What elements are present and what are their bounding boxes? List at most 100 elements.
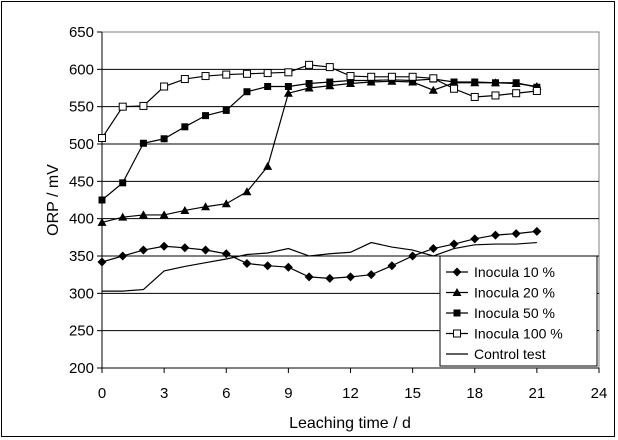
data-point	[263, 69, 272, 78]
data-point	[450, 84, 459, 93]
legend-label: Inocula 20 %	[474, 285, 555, 301]
data-point	[491, 79, 499, 87]
data-point	[325, 63, 334, 72]
data-point	[347, 77, 354, 85]
data-point	[98, 134, 106, 143]
data-point	[180, 75, 189, 84]
data-point	[119, 179, 127, 187]
data-point	[532, 86, 541, 95]
x-tick-label: 9	[284, 385, 292, 402]
data-point	[284, 68, 293, 77]
data-point	[180, 243, 190, 253]
series-line	[101, 64, 537, 139]
x-tick-label: 15	[404, 385, 421, 402]
series-group	[97, 60, 542, 292]
x-tick-label: 12	[342, 385, 359, 402]
data-point	[202, 112, 210, 120]
y-tick-label: 300	[69, 285, 94, 302]
y-tick-label: 600	[69, 61, 94, 78]
data-point	[118, 212, 128, 221]
data-point	[263, 261, 273, 271]
data-point	[159, 241, 169, 251]
x-tick-label: 18	[466, 385, 483, 402]
data-point	[98, 196, 106, 204]
data-point	[222, 106, 230, 114]
legend-marker	[453, 309, 461, 317]
x-tick-label: 0	[98, 385, 106, 402]
y-axis-title: ORP / mV	[45, 164, 62, 236]
y-tick-labels: 200 250 300 350 400 450 500 550 600 650	[69, 24, 102, 377]
data-point	[283, 88, 293, 97]
y-tick-label: 650	[69, 24, 94, 41]
data-point	[512, 89, 521, 98]
data-point	[449, 239, 459, 249]
legend-item: Control test	[446, 346, 546, 362]
data-point	[512, 79, 520, 87]
data-point	[387, 72, 396, 81]
data-point	[387, 261, 397, 271]
x-tick-label: 21	[529, 385, 546, 402]
data-point	[304, 83, 314, 92]
series-line	[101, 80, 537, 223]
series-control-test	[102, 241, 537, 292]
data-point	[139, 139, 147, 147]
data-point	[283, 262, 293, 272]
legend-label: Control test	[474, 346, 546, 362]
data-point	[305, 60, 314, 69]
y-tick-label: 350	[69, 248, 94, 265]
data-point	[346, 72, 355, 81]
data-point	[118, 251, 128, 261]
data-point	[242, 187, 252, 196]
data-point	[242, 69, 251, 78]
legend-label: Inocula 50 %	[474, 305, 555, 321]
data-point	[139, 101, 148, 110]
data-point	[490, 230, 500, 240]
legend-marker	[453, 329, 461, 338]
legend-item: Inocula 100 %	[446, 326, 563, 342]
gridlines	[102, 68, 599, 332]
data-point	[243, 88, 251, 96]
data-point	[325, 273, 335, 283]
series-line	[102, 241, 537, 292]
data-point	[491, 91, 500, 100]
data-point	[284, 83, 292, 91]
data-point	[201, 202, 211, 211]
data-point	[180, 205, 190, 214]
data-point	[264, 83, 272, 91]
data-point	[221, 249, 231, 259]
data-point	[408, 251, 418, 261]
data-point	[532, 226, 542, 236]
data-point	[138, 245, 148, 255]
data-point	[138, 210, 148, 219]
data-point	[118, 102, 127, 111]
legend-box	[439, 255, 598, 367]
data-point	[159, 210, 169, 219]
data-point	[97, 217, 107, 226]
data-point	[450, 78, 458, 86]
y-tick-label: 550	[69, 99, 94, 116]
data-point	[201, 245, 211, 255]
series-inocula-10	[97, 226, 542, 283]
x-tick-label: 3	[160, 385, 168, 402]
data-point	[408, 72, 417, 81]
legend-marker	[452, 288, 462, 296]
data-point	[428, 244, 438, 254]
data-point	[305, 80, 313, 88]
legend: Inocula 10 % Inocula 20 % Inocula 50 % Inoc…	[439, 255, 598, 367]
y-tick-label: 500	[69, 136, 94, 153]
legend-item: Inocula 10 %	[446, 264, 555, 280]
legend-marker	[452, 267, 462, 277]
legend-label: Inocula 10 %	[474, 264, 555, 280]
data-point	[304, 272, 314, 282]
data-point	[367, 72, 376, 81]
data-point	[346, 272, 355, 282]
data-point	[181, 123, 189, 131]
data-point	[429, 74, 438, 83]
data-point	[471, 78, 479, 86]
data-point	[242, 258, 252, 268]
series-line	[101, 78, 538, 201]
data-point	[97, 257, 107, 267]
data-point	[160, 135, 168, 143]
x-axis-title: Leaching time / d	[289, 415, 411, 432]
y-tick-label: 200	[69, 360, 94, 377]
